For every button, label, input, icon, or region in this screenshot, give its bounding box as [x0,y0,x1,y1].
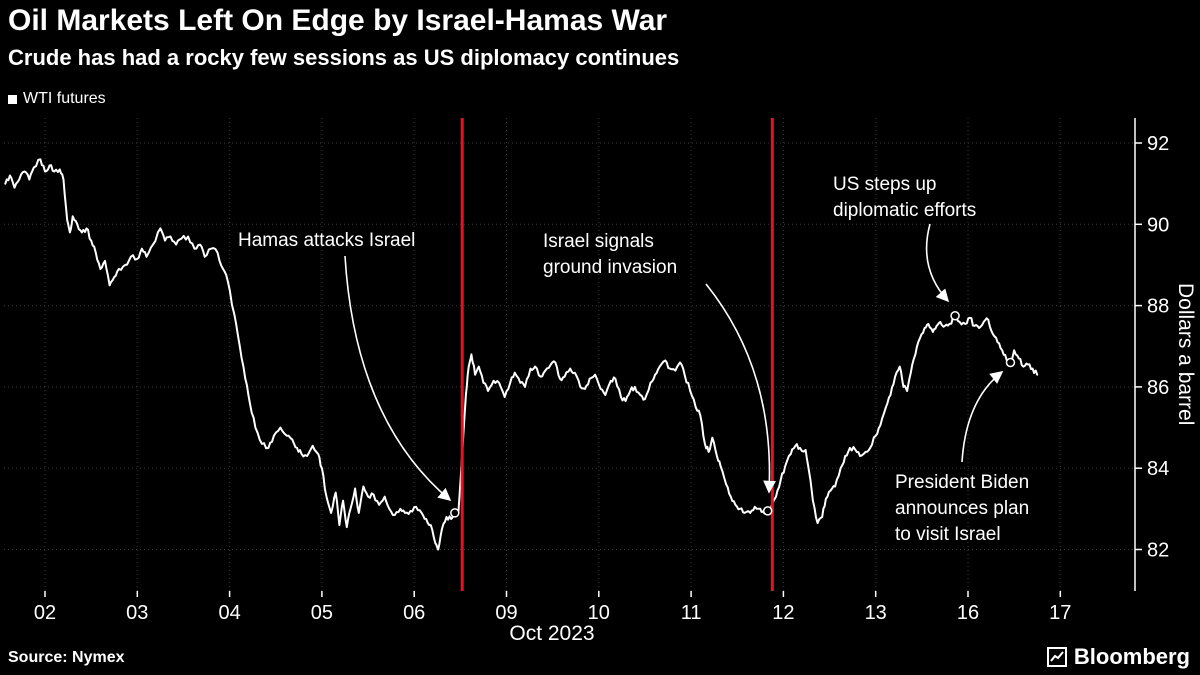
legend: WTI futures [8,90,106,108]
bloomberg-logo: Bloomberg [1046,644,1190,670]
y-tick-label: 84 [1147,458,1169,480]
y-tick-label: 92 [1147,133,1169,155]
x-tick-label: 05 [311,602,333,624]
bloomberg-logo-text: Bloomberg [1073,644,1190,669]
y-axis-label: Dollars a barrel [1174,283,1197,426]
annotation-us-diplomatic-efforts: US steps up diplomatic efforts [833,174,977,221]
x-axis-label: Oct 2023 [509,622,595,645]
annotation-arrow-biden-visit [961,371,1004,463]
x-tick-label: 17 [1049,602,1071,624]
event-marker [1005,357,1016,368]
source-note: Source: Nymex [8,649,125,666]
x-tick-label: 06 [403,602,425,624]
x-tick-label: 10 [588,602,610,624]
x-tick-label: 02 [34,602,56,624]
event-marker [762,506,773,516]
x-tick-label: 16 [957,602,979,624]
legend-label: WTI futures [23,90,106,107]
event-marker [450,508,460,518]
annotation-arrow-hamas-attack [344,255,452,502]
x-tick-label: 03 [126,602,148,624]
legend-swatch-icon [8,94,17,104]
x-tick-label: 11 [681,602,702,624]
event-marker [950,311,960,321]
price-line [4,158,1039,551]
annotation-ground-invasion: Israel signals ground invasion [543,231,678,278]
y-tick-label: 88 [1147,296,1169,318]
y-tick-label: 86 [1147,377,1169,399]
y-tick-label: 90 [1147,214,1169,236]
annotation-hamas-attack: Hamas attacks Israel [238,230,416,251]
y-tick-label: 82 [1147,540,1169,562]
x-tick-label: 04 [218,602,240,624]
page-title: Oil Markets Left On Edge by Israel-Hamas… [8,4,668,37]
annotation-arrow-ground-invasion [705,283,776,494]
bloomberg-logo-icon [1046,647,1067,667]
page-subtitle: Crude has had a rocky few sessions as US… [8,45,680,70]
x-tick-label: 09 [495,602,517,624]
x-tick-label: 12 [772,602,794,624]
x-tick-label: 13 [865,602,887,624]
annotation-biden-visit: President Biden announces plan to visit Is… [895,472,1030,545]
annotation-arrow-us-diplomatic-efforts [925,223,950,303]
